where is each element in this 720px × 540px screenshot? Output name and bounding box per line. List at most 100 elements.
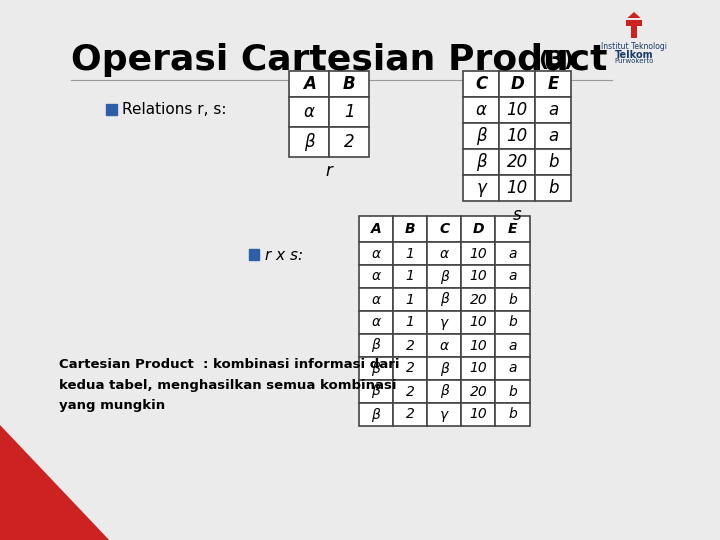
Bar	[329, 71, 369, 97]
Bar	[427, 216, 462, 242]
Bar	[427, 403, 462, 426]
Text: Relations r, s:: Relations r, s:	[122, 103, 227, 118]
Bar	[463, 149, 499, 175]
Bar	[463, 97, 499, 123]
Text: 10: 10	[469, 315, 487, 329]
Bar	[499, 175, 535, 201]
Text: β: β	[372, 361, 380, 375]
Bar	[359, 265, 393, 288]
Bar	[535, 71, 572, 97]
Text: 1: 1	[405, 315, 415, 329]
Text: 2: 2	[405, 384, 415, 399]
Bar	[427, 311, 462, 334]
Text: 10: 10	[469, 269, 487, 284]
Bar	[359, 242, 393, 265]
Text: α: α	[304, 103, 315, 121]
Bar	[462, 380, 495, 403]
Text: α: α	[372, 315, 380, 329]
Bar	[495, 311, 530, 334]
Text: B: B	[405, 222, 415, 236]
Text: yang mungkin: yang mungkin	[59, 399, 165, 411]
Bar	[393, 357, 427, 380]
Polygon shape	[626, 20, 642, 38]
Bar	[329, 127, 369, 157]
Text: Cartesian Product  : kombinasi informasi dari: Cartesian Product : kombinasi informasi …	[59, 359, 400, 372]
Text: 1: 1	[405, 269, 415, 284]
Text: 2: 2	[405, 361, 415, 375]
Text: α: α	[440, 246, 449, 260]
Text: 20: 20	[507, 153, 528, 171]
Text: b: b	[508, 315, 517, 329]
Text: α: α	[372, 246, 380, 260]
Bar	[462, 334, 495, 357]
Text: b: b	[508, 384, 517, 399]
Bar	[359, 288, 393, 311]
Text: a: a	[508, 339, 517, 353]
Text: b: b	[548, 179, 559, 197]
Text: b: b	[508, 293, 517, 307]
Text: r x s:: r x s:	[265, 247, 303, 262]
Bar	[427, 288, 462, 311]
Text: B: B	[343, 75, 356, 93]
Bar	[495, 403, 530, 426]
Bar	[499, 123, 535, 149]
Bar	[463, 123, 499, 149]
Text: 1: 1	[344, 103, 354, 121]
Bar	[393, 403, 427, 426]
Bar	[463, 71, 499, 97]
Bar	[462, 357, 495, 380]
Text: s: s	[513, 206, 521, 224]
Text: 2: 2	[344, 133, 354, 151]
Bar	[359, 334, 393, 357]
Text: 2: 2	[405, 339, 415, 353]
Bar	[359, 311, 393, 334]
Text: D: D	[472, 222, 484, 236]
Bar	[427, 242, 462, 265]
Bar	[359, 403, 393, 426]
Bar	[359, 380, 393, 403]
Text: C: C	[475, 75, 487, 93]
Text: 10: 10	[507, 101, 528, 119]
Bar	[462, 403, 495, 426]
Bar	[495, 334, 530, 357]
Bar	[495, 242, 530, 265]
Text: a: a	[508, 269, 517, 284]
Text: Telkom: Telkom	[615, 50, 653, 60]
Text: 10: 10	[507, 127, 528, 145]
Bar	[107, 104, 117, 115]
Text: kedua tabel, menghasilkan semua kombinasi: kedua tabel, menghasilkan semua kombinas…	[59, 379, 396, 392]
Text: 1: 1	[405, 293, 415, 307]
Bar	[495, 265, 530, 288]
Bar	[463, 175, 499, 201]
Bar	[393, 265, 427, 288]
Text: a: a	[548, 101, 559, 119]
Text: β: β	[440, 384, 449, 399]
Text: γ: γ	[440, 408, 449, 422]
Text: 10: 10	[469, 339, 487, 353]
Text: γ: γ	[476, 179, 486, 197]
Bar	[393, 380, 427, 403]
Text: β: β	[440, 361, 449, 375]
Text: α: α	[372, 269, 380, 284]
Text: (3): (3)	[538, 50, 574, 70]
Polygon shape	[0, 425, 109, 540]
Bar	[495, 288, 530, 311]
Bar	[393, 216, 427, 242]
Bar	[499, 71, 535, 97]
Text: α: α	[476, 101, 487, 119]
Text: a: a	[508, 246, 517, 260]
Text: β: β	[372, 384, 380, 399]
Text: r: r	[326, 162, 333, 180]
Bar	[462, 311, 495, 334]
Text: b: b	[508, 408, 517, 422]
Text: γ: γ	[440, 315, 449, 329]
Bar	[427, 334, 462, 357]
Bar	[499, 97, 535, 123]
Text: b: b	[548, 153, 559, 171]
Text: D: D	[510, 75, 524, 93]
Bar	[462, 242, 495, 265]
Text: A: A	[371, 222, 381, 236]
Bar	[462, 216, 495, 242]
Bar	[359, 357, 393, 380]
Text: 20: 20	[469, 293, 487, 307]
